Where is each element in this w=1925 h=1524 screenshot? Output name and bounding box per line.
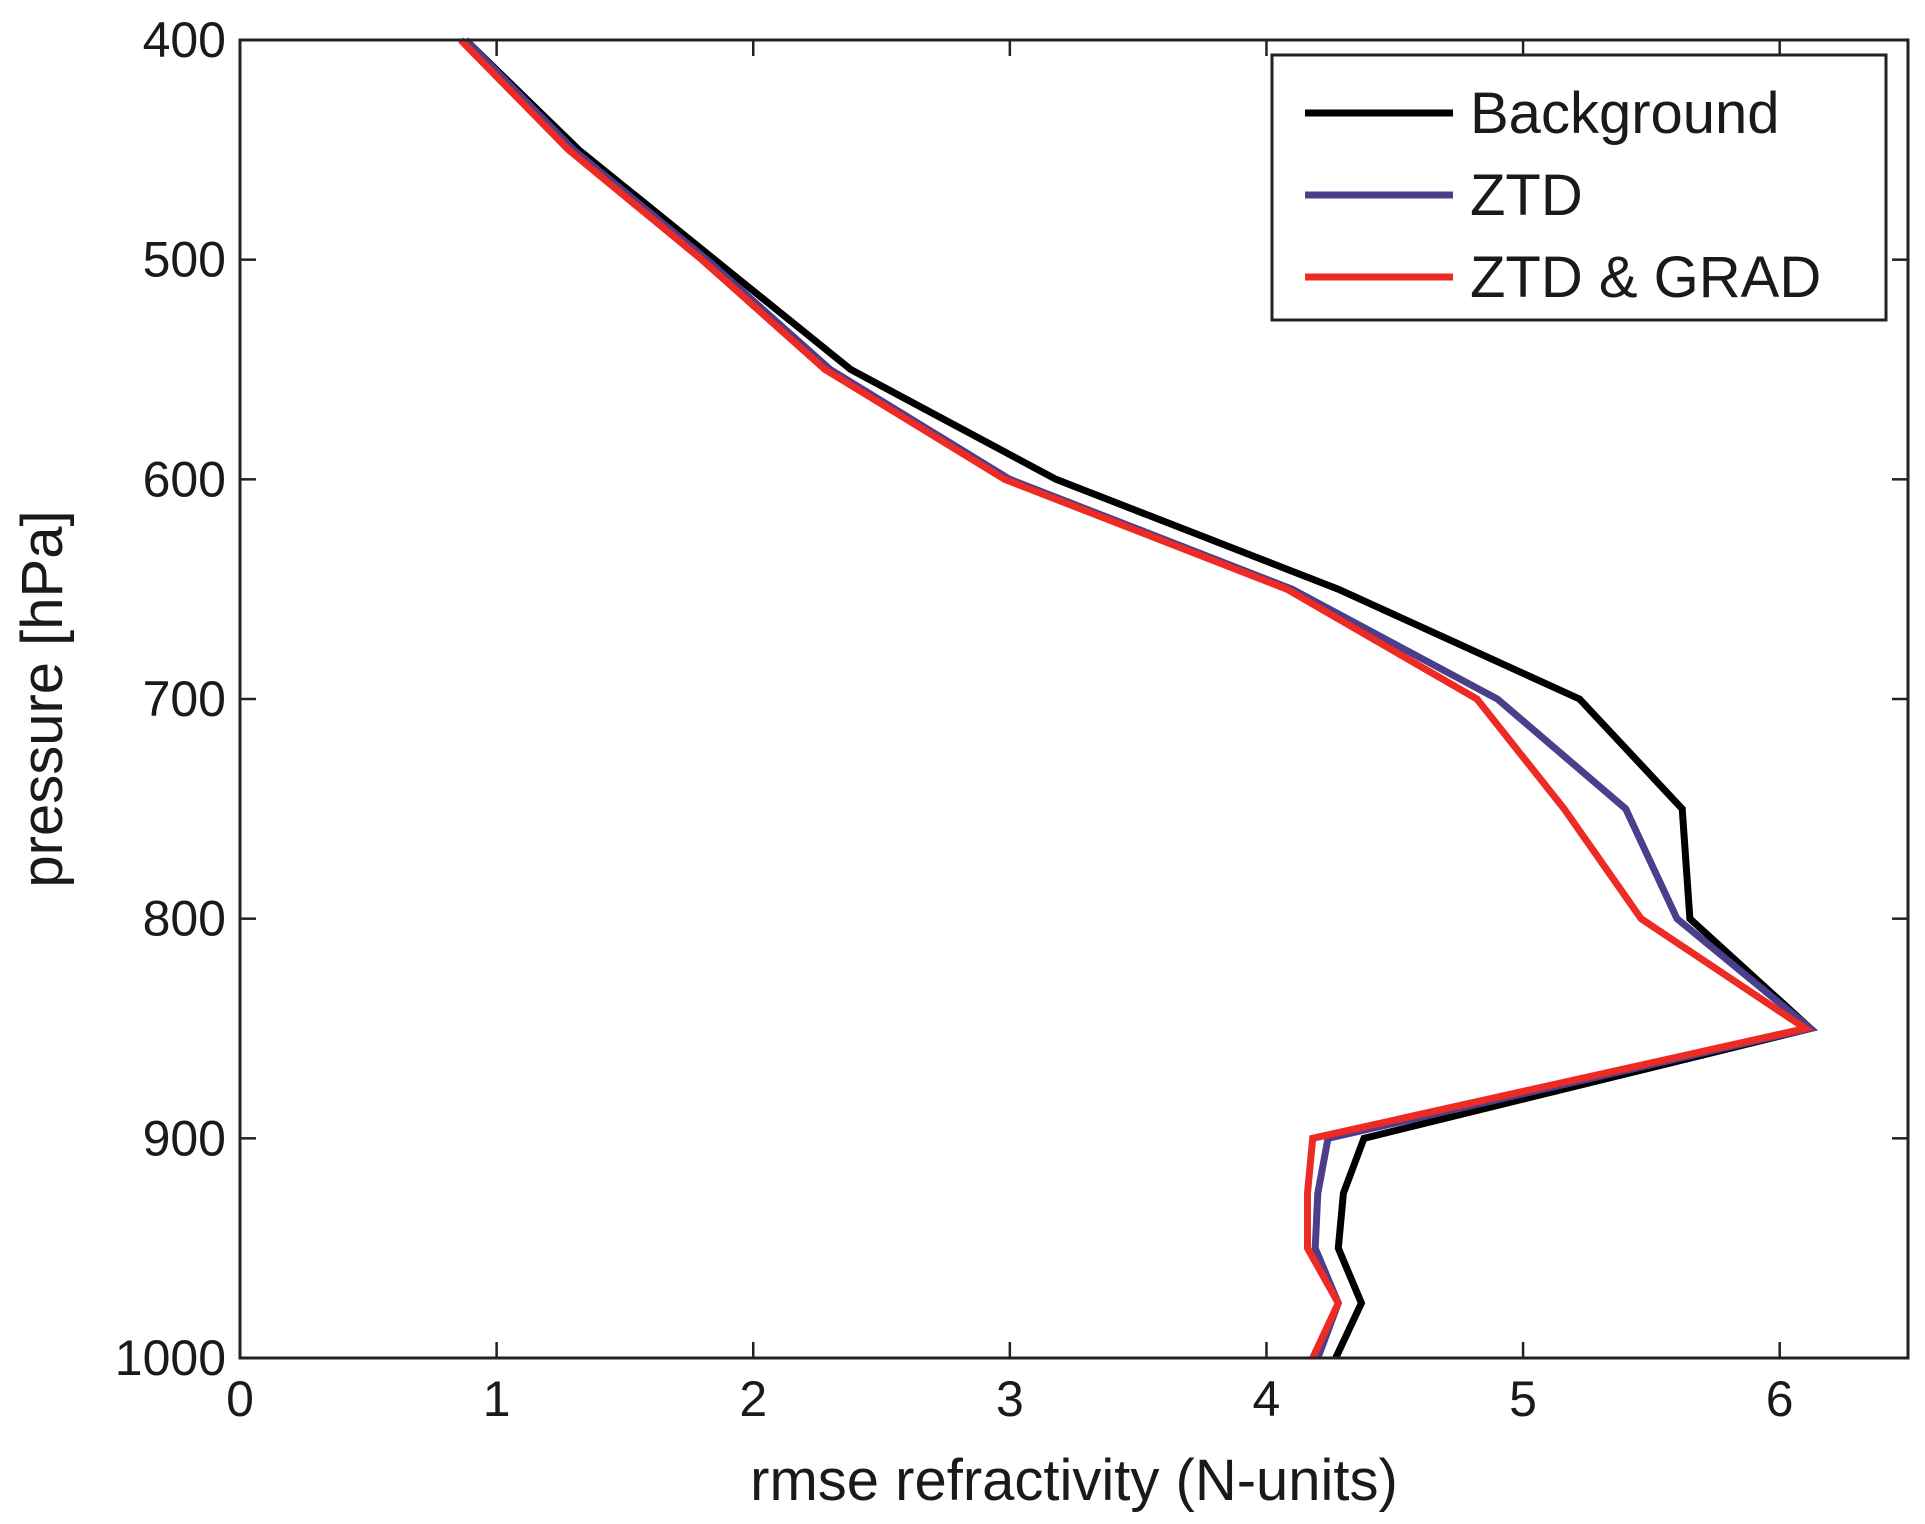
legend-label-ztd-grad: ZTD & GRAD <box>1470 245 1821 310</box>
y-tick-label: 800 <box>143 891 226 947</box>
series-layer <box>458 37 1819 1360</box>
series-line-ztd-grad <box>458 37 1815 1360</box>
x-tick-label: 5 <box>1509 1371 1537 1427</box>
y-tick-label: 400 <box>143 12 226 68</box>
y-axis: 400 500 600 700 800 900 1000 <box>115 12 1908 1386</box>
legend-label-background: Background <box>1470 81 1780 146</box>
x-tick-label: 2 <box>739 1371 767 1427</box>
y-tick-label: 500 <box>143 232 226 288</box>
x-tick-label: 1 <box>483 1371 511 1427</box>
y-tick-label: 1000 <box>115 1330 226 1386</box>
legend-items: Background ZTD ZTD & GRAD <box>1305 81 1821 310</box>
y-tick-label: 900 <box>143 1110 226 1166</box>
x-tick-label: 6 <box>1766 1371 1794 1427</box>
x-axis-title: rmse refractivity (N-units) <box>750 1448 1398 1513</box>
legend-label-ztd: ZTD <box>1470 163 1583 228</box>
x-tick-label: 0 <box>226 1371 254 1427</box>
y-tick-label: 700 <box>143 671 226 727</box>
x-axis: 0 1 2 3 4 5 6 <box>226 40 1794 1427</box>
y-tick-label: 600 <box>143 451 226 507</box>
y-axis-title: pressure [hPa] <box>10 510 75 887</box>
legend: Background ZTD ZTD & GRAD <box>1270 53 1888 322</box>
x-tick-label: 4 <box>1253 1371 1281 1427</box>
x-tick-label: 3 <box>996 1371 1024 1427</box>
series-line-background <box>463 37 1818 1360</box>
